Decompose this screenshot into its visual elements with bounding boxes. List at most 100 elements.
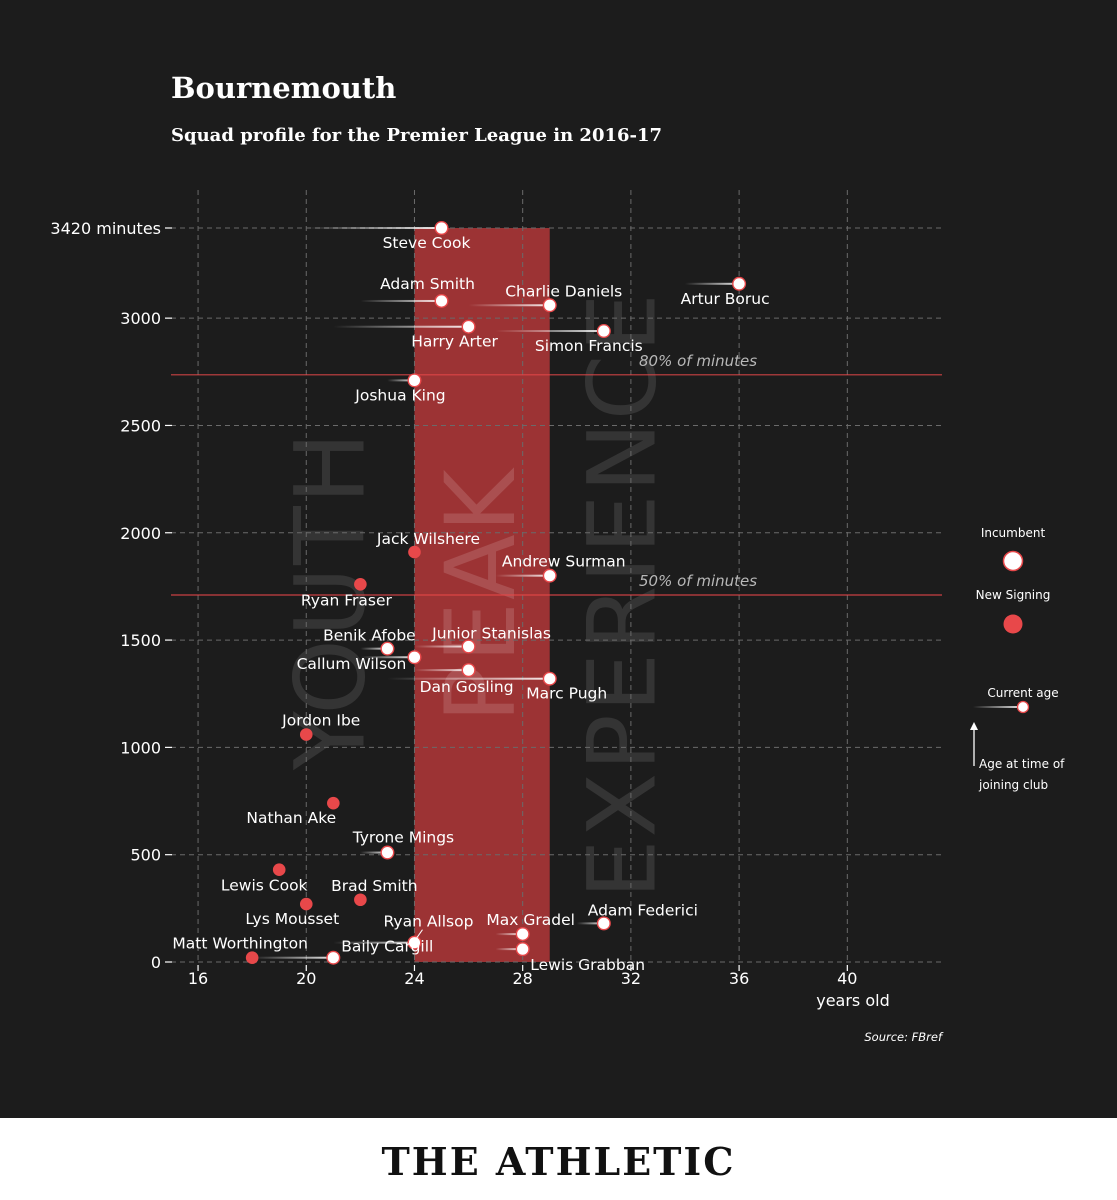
y-tick-label: 500 (130, 846, 161, 865)
x-tick-label: 20 (296, 969, 316, 988)
player-label-steve-cook: Steve Cook (383, 234, 471, 252)
player-point-benik-afobe (380, 641, 395, 656)
player-label-dan-gosling: Dan Gosling (420, 678, 514, 696)
x-tick-label: 24 (404, 969, 424, 988)
y-tick-label: 1000 (120, 738, 161, 757)
x-tick-label: 28 (513, 969, 533, 988)
footer: THE ATHLETIC (0, 1118, 1117, 1200)
player-label-marc-pugh: Marc Pugh (526, 685, 607, 703)
player-label-charlie-daniels: Charlie Daniels (505, 282, 622, 300)
tenure-tail-charlie-daniels (468, 304, 550, 307)
player-point-lewis-grabban (515, 942, 530, 957)
player-label-artur-boruc: Artur Boruc (681, 290, 770, 308)
player-point-jordon-ibe (299, 728, 313, 741)
squad-profile-chart: Bournemouth Squad profile for the Premie… (50, 71, 1065, 1044)
player-label-simon-francis: Simon Francis (535, 337, 643, 355)
y-tick-label: 3420 minutes (50, 219, 161, 238)
chart-subtitle: Squad profile for the Premier League in … (171, 125, 662, 146)
player-point-lewis-cook (272, 863, 286, 877)
player-point-lys-mousset (299, 897, 313, 911)
player-point-harry-arter (461, 319, 476, 334)
player-point-nathan-ake (327, 796, 340, 810)
player-label-lewis-grabban: Lewis Grabban (530, 956, 645, 974)
axes-layer: 16 20 24 28 32 36 40 0 500 1000 1500 2000 2500 3000 34… (50, 219, 857, 988)
player-point-simon-francis (596, 324, 611, 339)
player-point-marc-pugh (542, 671, 557, 686)
player-label-nathan-ake: Nathan Ake (246, 809, 336, 827)
player-point-jack-wilshere (408, 545, 421, 559)
x-tick-label: 32 (621, 969, 641, 988)
player-label-ryan-fraser: Ryan Fraser (301, 591, 393, 609)
player-point-adam-federici (596, 916, 611, 931)
tenure-tail-ryan-allsop (333, 941, 415, 944)
tenure-tail-marc-pugh (387, 677, 550, 680)
player-point-andrew-surman (542, 568, 557, 583)
tenure-tail-steve-cook (306, 227, 442, 229)
player-label-jordon-ibe: Jordon Ibe (281, 712, 360, 730)
x-tick-label: 16 (188, 969, 208, 988)
tenure-tails-layer (252, 227, 740, 959)
tenure-tail-max-gradel (495, 933, 523, 936)
tenure-tail-callum-wilson (360, 656, 415, 659)
legend-current-age-dot (1016, 700, 1030, 714)
tenure-tail-junior-stanislas (414, 645, 469, 648)
tenure-tail-joshua-king (387, 379, 415, 382)
player-point-baily-cargill (326, 950, 341, 965)
player-label-joshua-king: Joshua King (354, 386, 445, 404)
player-label-matt-worthington: Matt Worthington (172, 935, 307, 953)
chart-area: Bournemouth Squad profile for the Premie… (50, 71, 1066, 1044)
y-tick-label: 1500 (120, 631, 161, 650)
player-point-dan-gosling (461, 663, 476, 678)
reference-lines-layer: 80% of minutes 50% of minutes (171, 352, 942, 596)
player-label-lys-mousset: Lys Mousset (245, 910, 339, 928)
player-point-matt-worthington (245, 951, 259, 965)
legend-joining-line: joining club (978, 778, 1048, 792)
legend-joining-line: Age at time of (979, 757, 1065, 771)
player-point-steve-cook (434, 220, 449, 235)
player-points-layer (245, 220, 747, 965)
tenure-tail-baily-cargill (252, 956, 334, 959)
x-tick-label: 36 (729, 969, 749, 988)
y-tick-label: 0 (151, 953, 161, 972)
tenure-tail-andrew-surman (495, 574, 550, 577)
player-point-ryan-fraser (354, 577, 367, 591)
tenure-tail-simon-francis (495, 330, 604, 333)
player-label-benik-afobe: Benik Afobe (323, 627, 416, 645)
legend-incumbent-label: Incumbent (981, 526, 1046, 540)
player-point-artur-boruc (732, 276, 747, 291)
zone-label-youth: YOUTH (275, 430, 387, 771)
legend-new-signing-dot (1003, 614, 1023, 634)
reference-label: 50% of minutes (639, 572, 757, 590)
y-tick-label: 3000 (120, 309, 161, 328)
tenure-tail-lewis-grabban (495, 948, 523, 951)
player-labels-layer: Steve Cook Adam Smith Charlie Daniels Artur… (172, 234, 769, 974)
player-label-brad-smith: Brad Smith (331, 877, 417, 895)
player-point-brad-smith (354, 893, 367, 907)
player-label-jack-wilshere: Jack Wilshere (376, 530, 480, 548)
player-label-lewis-cook: Lewis Cook (221, 877, 308, 895)
legend-tail (973, 706, 1023, 708)
tenure-tail-adam-federici (576, 922, 604, 925)
player-label-adam-federici: Adam Federici (588, 901, 698, 919)
tenure-tail-artur-boruc (685, 282, 740, 285)
legend: Incumbent New Signing Current age Age at… (970, 526, 1065, 792)
legend-incumbent-dot (1002, 550, 1024, 572)
player-label-adam-smith: Adam Smith (380, 275, 475, 293)
player-point-junior-stanislas (461, 639, 476, 654)
footer-brand-logo: THE ATHLETIC (381, 1138, 736, 1184)
player-label-andrew-surman: Andrew Surman (502, 553, 626, 571)
legend-arrow-head-icon (970, 722, 978, 730)
player-point-joshua-king (407, 373, 422, 388)
player-point-max-gradel (515, 927, 530, 942)
player-point-callum-wilson (407, 650, 422, 665)
tenure-tail-harry-arter (333, 325, 469, 328)
y-tick-label: 2500 (120, 416, 161, 435)
player-label-max-gradel: Max Gradel (486, 911, 575, 929)
x-axis-label: years old (816, 991, 890, 1010)
legend-joining-label: Age at time of joining club (978, 757, 1065, 792)
grid-layer (171, 190, 942, 963)
chart-title: Bournemouth (171, 71, 396, 105)
legend-current-age-label: Current age (987, 686, 1058, 700)
tenure-tail-adam-smith (360, 299, 442, 302)
source-note: Source: FBref (864, 1030, 944, 1044)
